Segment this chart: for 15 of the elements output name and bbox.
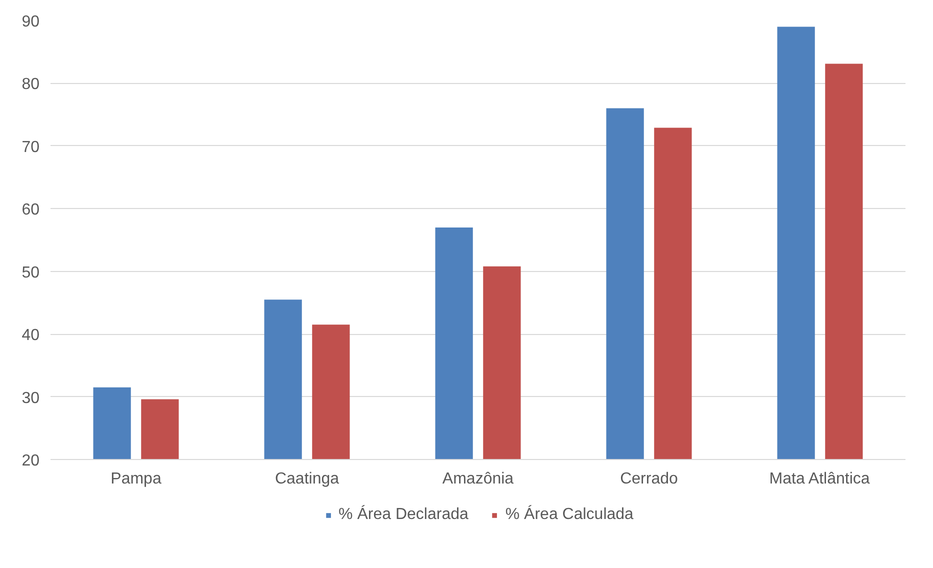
y-tick-label: 80 xyxy=(22,76,40,94)
y-tick-label: 40 xyxy=(22,327,40,344)
legend-label: % Área Calculada xyxy=(505,506,634,524)
y-tick-label: 20 xyxy=(22,452,40,470)
x-tick-label: Mata Atlântica xyxy=(769,470,870,488)
y-tick-label: 30 xyxy=(22,390,40,407)
x-tick-label: Caatinga xyxy=(274,470,340,488)
legend-label: % Área Declarada xyxy=(338,506,468,524)
x-tick-label: Cerrado xyxy=(620,470,678,488)
x-tick-label: Pampa xyxy=(110,470,162,488)
y-tick-label: 70 xyxy=(22,138,40,156)
x-tick-label: Amazônia xyxy=(442,470,514,488)
y-tick-label: 90 xyxy=(22,14,40,30)
y-tick-label: 60 xyxy=(22,202,40,219)
y-tick-label: 50 xyxy=(22,264,40,282)
